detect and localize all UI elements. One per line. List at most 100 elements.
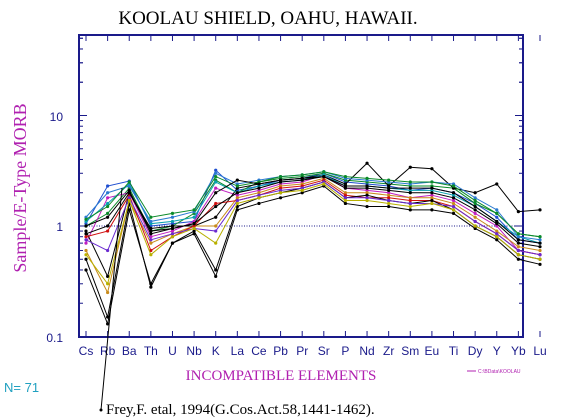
data-point-14-Ba	[127, 191, 131, 195]
data-point-11-Sr	[322, 170, 326, 174]
data-point-7-Nd	[365, 193, 369, 197]
data-point-12-Nb	[192, 232, 196, 236]
data-point-14-Cs	[84, 232, 88, 236]
x-tick-label-Lu: Lu	[533, 344, 546, 358]
data-point-12-Lu	[538, 262, 542, 266]
data-point-10-Th	[149, 238, 153, 242]
data-point-10-Zr	[387, 198, 391, 203]
data-point-12-Y	[495, 238, 499, 242]
data-point-11-Sm	[408, 180, 412, 184]
data-point-10-Pr	[300, 186, 304, 190]
data-point-14-Sr	[322, 174, 326, 179]
x-tick-label-Cs: Cs	[79, 344, 94, 358]
series-2	[84, 173, 542, 257]
data-point-2-Zr	[387, 191, 391, 195]
data-point-9-Eu	[430, 191, 434, 195]
data-point-9-Lu	[538, 245, 542, 249]
data-point-13-Sr	[322, 182, 326, 186]
data-point-8-Y	[495, 208, 499, 212]
x-tick-label-Ce: Ce	[251, 344, 267, 358]
data-point-10-K	[214, 229, 218, 233]
series-14	[84, 174, 542, 245]
data-point-12-Rb	[106, 322, 110, 326]
citation-pointer-dot	[99, 408, 103, 412]
x-tick-label-Sr: Sr	[318, 344, 330, 358]
data-point-13-U	[170, 235, 175, 239]
x-axis-label: INCOMPATIBLE ELEMENTS	[186, 368, 377, 384]
data-point-0-K	[214, 168, 218, 172]
data-point-10-U	[170, 232, 175, 236]
data-point-14-Yb	[516, 238, 520, 242]
data-point-6-Nb	[192, 224, 196, 228]
data-point-11-Zr	[387, 178, 391, 182]
data-point-10-La	[235, 198, 239, 203]
data-point-9-Sm	[408, 191, 412, 195]
data-point-4-Sm	[408, 196, 412, 200]
data-point-13-Zr	[387, 201, 391, 206]
data-point-10-Nd	[365, 196, 369, 200]
data-point-5-Nb	[192, 215, 196, 219]
data-point-9-Th	[149, 232, 153, 236]
data-point-4-Th	[149, 241, 153, 245]
data-point-13-La	[235, 201, 239, 206]
data-point-4-Yb	[516, 245, 520, 249]
data-point-11-Lu	[538, 235, 542, 239]
data-point-2-Y	[495, 224, 499, 228]
x-tick-labels: Cs Rb Ba Th U Nb K La Ce Pb Pr Sr P Nd Zr Sm Eu Ti Dy Y Yb Lu	[79, 344, 547, 358]
data-point-11-U	[170, 211, 175, 216]
data-point-4-Lu	[538, 248, 542, 253]
data-point-12-Zr	[387, 204, 391, 209]
data-point-12-Dy	[473, 226, 477, 231]
x-tick-label-Nb: Nb	[186, 344, 202, 358]
data-point-12-Ti	[451, 211, 456, 216]
data-point-12-Sm	[408, 208, 412, 212]
data-point-13-Ti	[451, 208, 456, 212]
series-6	[84, 178, 542, 257]
data-point-6-P	[343, 193, 348, 197]
data-point-4-Cs	[84, 248, 88, 253]
data-point-12-Yb	[516, 257, 520, 261]
data-point-14-Ce	[257, 182, 261, 186]
data-point-9-Ba	[127, 188, 131, 192]
data-point-10-Pb	[278, 188, 283, 192]
data-point-2-Nd	[365, 188, 369, 192]
plot-frame	[78, 34, 524, 338]
data-point-8-K	[214, 171, 218, 175]
data-point-13-Ba	[127, 198, 131, 203]
data-point-3-Sm	[408, 165, 412, 169]
data-point-4-K	[214, 224, 218, 228]
data-point-9-La	[235, 191, 239, 195]
x-tick-label-Rb: Rb	[100, 344, 116, 358]
data-point-3-Nd	[365, 161, 369, 165]
x-ticks	[85, 35, 541, 337]
series-10	[84, 180, 542, 257]
series-group	[84, 161, 542, 326]
data-point-11-Y	[495, 211, 499, 216]
data-point-10-Lu	[538, 253, 542, 257]
data-point-11-Dy	[473, 198, 477, 203]
data-point-14-Ti	[451, 191, 456, 195]
series-line-1	[85, 172, 541, 238]
data-point-3-K	[214, 215, 218, 219]
x-tick-label-Zr: Zr	[383, 344, 394, 358]
data-point-11-P	[343, 174, 348, 179]
data-point-7-Th	[149, 285, 153, 289]
data-point-11-Cs	[84, 217, 88, 221]
data-point-9-Cs	[84, 224, 88, 228]
data-point-10-Sm	[408, 201, 412, 206]
data-point-14-Eu	[430, 186, 434, 190]
citation-pointer	[100, 187, 123, 411]
data-point-11-K	[214, 174, 218, 179]
data-point-11-Nb	[192, 208, 196, 212]
data-point-11-Pr	[300, 173, 304, 177]
data-point-6-Pb	[278, 186, 283, 190]
data-point-14-Lu	[538, 241, 542, 245]
data-point-13-K	[214, 241, 218, 245]
data-point-12-Nd	[365, 204, 369, 209]
series-12	[84, 184, 542, 326]
y-tick-label-0-1: 0.1	[46, 331, 63, 345]
data-point-1-Rb	[106, 211, 110, 216]
data-point-10-Yb	[516, 248, 520, 253]
data-point-9-Y	[495, 222, 499, 226]
